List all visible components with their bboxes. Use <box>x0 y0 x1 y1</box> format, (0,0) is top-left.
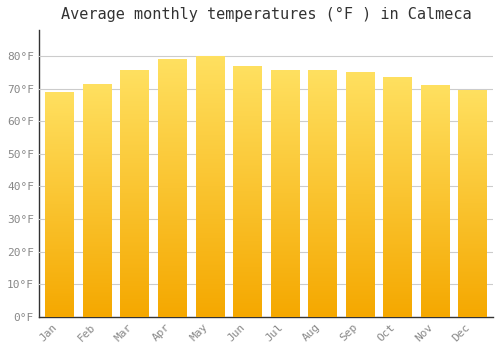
Title: Average monthly temperatures (°F ) in Calmeca: Average monthly temperatures (°F ) in Ca… <box>60 7 471 22</box>
